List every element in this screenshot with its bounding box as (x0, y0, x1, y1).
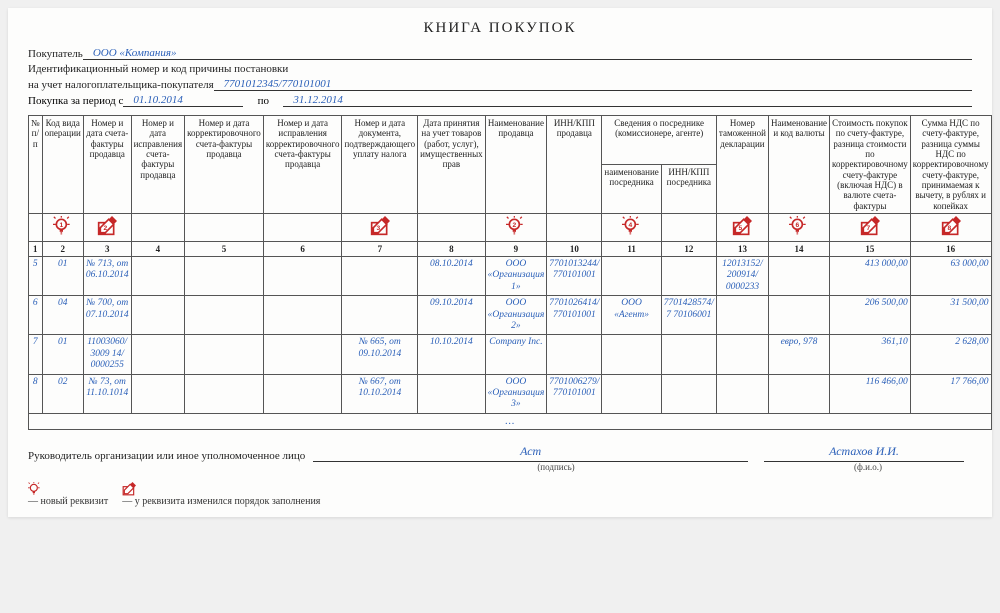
table-row: 501№ 713, от 06.10.201408.10.2014ООО «Ор… (29, 257, 992, 296)
col-header: Сумма НДС по счету-фактуре, разница сумм… (910, 116, 991, 214)
id-value: 7701012345/770101001 (214, 78, 374, 91)
pencil-icon: 8 (941, 216, 961, 236)
doc-title: КНИГА ПОКУПОК (28, 20, 972, 37)
buyer-line: Покупатель ООО «Компания» (28, 47, 972, 60)
buyer-value: ООО «Компания» (83, 47, 223, 60)
col-number: 10 (547, 242, 602, 257)
col-number: 15 (830, 242, 911, 257)
legend-bulb: — новый реквизит (28, 482, 108, 507)
bulb-icon: 4 (622, 216, 642, 236)
pencil-icon: 3 (370, 216, 390, 236)
svg-text:4: 4 (628, 222, 632, 229)
col-header: Стоимость покупок по счету-фактуре, разн… (830, 116, 911, 214)
name-caption: (ф.и.о.) (764, 462, 972, 472)
col-number: 12 (661, 242, 716, 257)
col-header: Номер и дата счета-фактуры продавца (83, 116, 131, 214)
col-number: 4 (131, 242, 185, 257)
subcol-header: наименование посредника (602, 165, 661, 214)
col-number: 11 (602, 242, 661, 257)
table-row: 802№ 73, от 11.10.1014№ 667, от 10.10.20… (29, 374, 992, 413)
manager-label: Руководитель организации или иное уполно… (28, 450, 305, 462)
col-header: Код вида операции (42, 116, 83, 214)
svg-text:3: 3 (376, 225, 380, 232)
col-header: Номер таможенной декларации (716, 116, 768, 214)
bulb-icon (28, 482, 42, 496)
signature-blank: Аст (313, 444, 748, 462)
pencil-icon: 7 (860, 216, 880, 236)
document-sheet: КНИГА ПОКУПОК Покупатель ООО «Компания» … (8, 8, 992, 517)
col-number: 9 (485, 242, 547, 257)
svg-text:5: 5 (739, 225, 743, 232)
purchase-book-table: № п/пКод вида операцииНомер и дата счета… (28, 115, 992, 430)
svg-text:2: 2 (104, 225, 108, 232)
bulb-icon: 6 (789, 216, 809, 236)
svg-text:8: 8 (947, 225, 951, 232)
col-header: Номер и дата исправления корректировочно… (263, 116, 342, 214)
col-header: Номер и дата документа, подтверждающего … (342, 116, 418, 214)
col-header: Сведения о посреднике (комиссионере, аге… (602, 116, 717, 165)
col-header: № п/п (29, 116, 43, 214)
col-header: Наименование и код валюты (768, 116, 829, 214)
pencil-icon: 2 (97, 216, 117, 236)
subcol-header: ИНН/КПП посредника (661, 165, 716, 214)
pencil-icon (122, 482, 136, 496)
period-line: Покупка за период с 01.10.2014 по 31.12.… (28, 94, 972, 107)
legend-pencil: — у реквизита изменился порядок заполнен… (122, 482, 320, 507)
col-header: Номер и дата корректировочного счета-фак… (185, 116, 264, 214)
name-blank: Астахов И.И. (764, 444, 964, 462)
id-line-2: на учет налогоплательщика-покупателя 770… (28, 78, 972, 91)
col-number: 7 (342, 242, 418, 257)
id-line-1: Идентификационный номер и код причины по… (28, 63, 972, 75)
col-header: ИНН/КПП продавца (547, 116, 602, 214)
col-number: 3 (83, 242, 131, 257)
table-number-row: 12345678910111213141516 (29, 242, 992, 257)
ellipsis-row: … (29, 413, 992, 429)
col-number: 13 (716, 242, 768, 257)
col-header: Номер и дата исправления счета-фактуры п… (131, 116, 185, 214)
pencil-icon: 5 (732, 216, 752, 236)
table-header-row: № п/пКод вида операцииНомер и дата счета… (29, 116, 992, 165)
svg-text:2: 2 (512, 222, 516, 229)
table-icon-row: 1 2 3 2 4 5 6 7 (29, 214, 992, 242)
col-number: 1 (29, 242, 43, 257)
col-number: 2 (42, 242, 83, 257)
footer: Руководитель организации или иное уполно… (28, 444, 972, 472)
table-row: 604№ 700, от 07.10.201409.10.2014ООО «Ор… (29, 296, 992, 335)
col-number: 8 (418, 242, 485, 257)
bulb-icon: 1 (53, 216, 73, 236)
svg-text:6: 6 (795, 222, 799, 229)
bulb-icon: 2 (506, 216, 526, 236)
col-number: 5 (185, 242, 264, 257)
svg-text:1: 1 (59, 222, 63, 229)
col-number: 16 (910, 242, 991, 257)
col-header: Наименование продавца (485, 116, 547, 214)
col-header: Дата принятия на учет товаров (работ, ус… (418, 116, 485, 214)
legend: — новый реквизит — у реквизита изменился… (28, 482, 972, 507)
signature-caption: (подпись) (348, 462, 764, 472)
table-row: 70111003060/3009 14/0000255№ 665, от 09.… (29, 335, 992, 374)
svg-text:7: 7 (866, 225, 870, 232)
period-to: 31.12.2014 (283, 94, 403, 107)
buyer-label: Покупатель (28, 48, 83, 60)
period-from: 01.10.2014 (123, 94, 243, 107)
col-number: 14 (768, 242, 829, 257)
col-number: 6 (263, 242, 342, 257)
